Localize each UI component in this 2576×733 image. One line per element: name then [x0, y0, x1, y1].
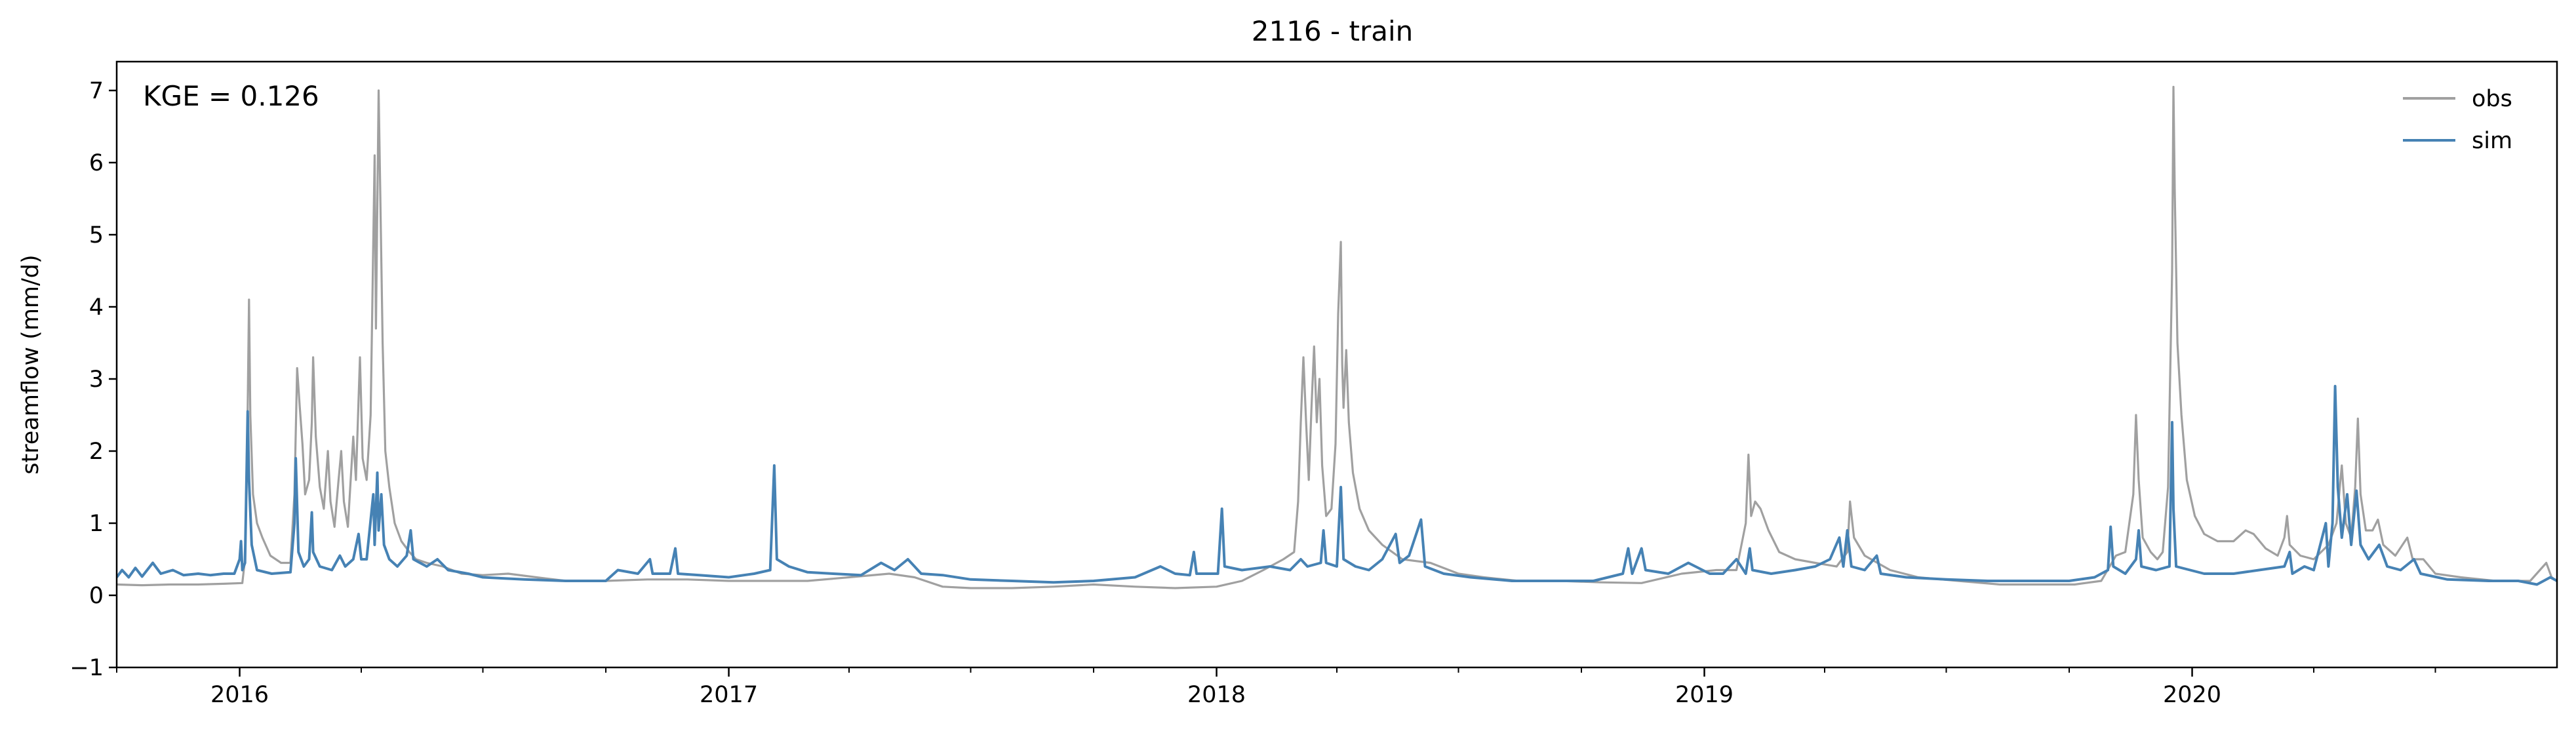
x-tick-label: 2018	[1187, 682, 1246, 708]
y-tick-label: −1	[69, 655, 104, 681]
x-tick-label: 2020	[2163, 682, 2221, 708]
y-axis-label: streamflow (mm/d)	[18, 254, 44, 474]
chart-title: 2116 - train	[1252, 15, 1414, 47]
legend-label-sim: sim	[2472, 128, 2512, 154]
plot-frame	[115, 60, 2558, 669]
x-tick-label: 2017	[700, 682, 758, 708]
y-tick-label: 3	[89, 366, 104, 393]
legend: obs sim	[2403, 86, 2512, 154]
x-tick-label: 2016	[210, 682, 269, 708]
series-line-sim	[117, 385, 2557, 586]
series-line-obs	[117, 85, 2557, 589]
y-tick-label: 0	[89, 583, 104, 609]
y-axis: −1 0 1 2 3 4 5 6 7	[69, 78, 117, 681]
x-tick-label: 2019	[1675, 682, 1734, 708]
x-axis: 2016 2017 2018 2019 2020	[116, 667, 2436, 708]
kge-annotation: KGE = 0.126	[143, 80, 319, 112]
y-tick-label: 1	[89, 511, 104, 537]
y-tick-label: 4	[89, 294, 104, 321]
y-tick-label: 6	[89, 150, 104, 176]
plot-area	[117, 85, 2557, 589]
y-tick-label: 2	[89, 439, 104, 465]
y-tick-label: 7	[89, 78, 104, 104]
legend-label-obs: obs	[2472, 86, 2512, 112]
y-tick-label: 5	[89, 222, 104, 248]
